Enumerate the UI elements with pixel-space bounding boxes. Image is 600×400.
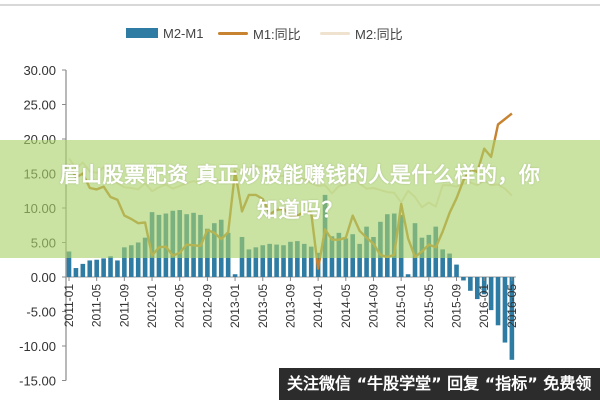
x-tick-label: 2013-09 — [283, 284, 297, 328]
legend-line-swatch-icon — [320, 31, 350, 35]
bar — [301, 243, 307, 277]
title-overlay — [0, 140, 600, 258]
bar — [509, 277, 515, 360]
bar — [274, 244, 279, 277]
bar — [357, 243, 362, 277]
bar — [253, 247, 259, 277]
overlay-title-line2: 知道吗？ — [257, 198, 343, 222]
bar — [246, 249, 252, 277]
legend-item-m2-m1: M2-M1 — [126, 23, 203, 43]
legend-bar-swatch-icon — [126, 28, 158, 38]
bar — [115, 260, 120, 277]
bar — [281, 245, 286, 277]
bar — [135, 242, 141, 277]
x-tick-label: 2015-01 — [394, 284, 408, 328]
bar — [288, 241, 293, 277]
bar — [73, 268, 79, 277]
overlay-title-line1: 眉山股票配资 真正炒股能赚钱的人是什么样的，你 — [59, 163, 541, 187]
bar — [122, 247, 127, 277]
y-tick-label: 30.00 — [23, 63, 56, 78]
promo-banner: 关注微信 “牛股学堂” 回复 “指标” 免费领 — [279, 368, 600, 400]
legend-label: M2:同比 — [355, 26, 403, 42]
bar — [468, 277, 473, 291]
x-tick-label: 2015-05 — [422, 284, 436, 328]
y-tick-label: -10.00 — [19, 339, 56, 354]
overlay-title: 眉山股票配资 真正炒股能赚钱的人是什么样的，你 知道吗？ — [0, 158, 600, 228]
bar — [101, 258, 106, 277]
x-tick-label: 2012-09 — [200, 284, 214, 328]
x-tick-label: 2011-01 — [62, 284, 76, 327]
x-tick-label: 2016-05 — [505, 284, 519, 328]
bar — [66, 251, 72, 277]
bar — [405, 274, 411, 277]
x-tick-label: 2015-09 — [450, 284, 464, 328]
y-tick-label: 25.00 — [23, 98, 56, 113]
bar — [488, 277, 494, 311]
y-tick-label: 0.00 — [31, 270, 56, 285]
x-tick-label: 2014-05 — [339, 284, 353, 328]
top-divider — [0, 4, 600, 6]
legend-label: M1:同比 — [253, 26, 301, 42]
x-tick-label: 2016-01 — [477, 284, 491, 328]
bar — [502, 277, 508, 343]
bar — [232, 274, 238, 277]
legend-item-m1: M1:同比 — [218, 23, 301, 43]
bar — [308, 246, 314, 277]
chart-legend: M2-M1 M1:同比 M2:同比 — [0, 23, 600, 43]
bar — [108, 256, 113, 277]
x-tick-label: 2012-05 — [173, 284, 187, 328]
bar — [454, 264, 459, 277]
x-tick-label: 2011-09 — [117, 284, 131, 327]
bar — [447, 253, 452, 277]
bar — [474, 277, 480, 300]
legend-item-m2: M2:同比 — [320, 23, 403, 43]
bar — [260, 245, 266, 277]
bar — [267, 243, 272, 277]
x-tick-label: 2013-05 — [256, 284, 270, 328]
bar — [94, 259, 99, 277]
x-tick-label: 2014-09 — [366, 284, 380, 328]
x-tick-label: 2012-01 — [145, 284, 159, 328]
bar — [295, 241, 300, 277]
x-tick-label: 2014-01 — [311, 284, 325, 328]
bar — [440, 249, 445, 277]
legend-line-swatch-icon — [218, 31, 248, 35]
y-tick-label: -15.00 — [19, 374, 56, 389]
bar — [128, 245, 134, 277]
x-axis: 2011-01 2011-05 2011-09 2012-01 2012-05 2012-… — [62, 277, 519, 328]
bar — [495, 277, 501, 326]
bar — [481, 277, 487, 295]
legend-label: M2-M1 — [163, 25, 204, 41]
bar — [80, 263, 86, 277]
bar — [87, 260, 93, 277]
x-tick-label: 2011-05 — [90, 284, 104, 327]
x-tick-label: 2013-01 — [228, 284, 242, 328]
y-tick-label: -5.00 — [26, 305, 56, 320]
bar — [461, 277, 466, 281]
